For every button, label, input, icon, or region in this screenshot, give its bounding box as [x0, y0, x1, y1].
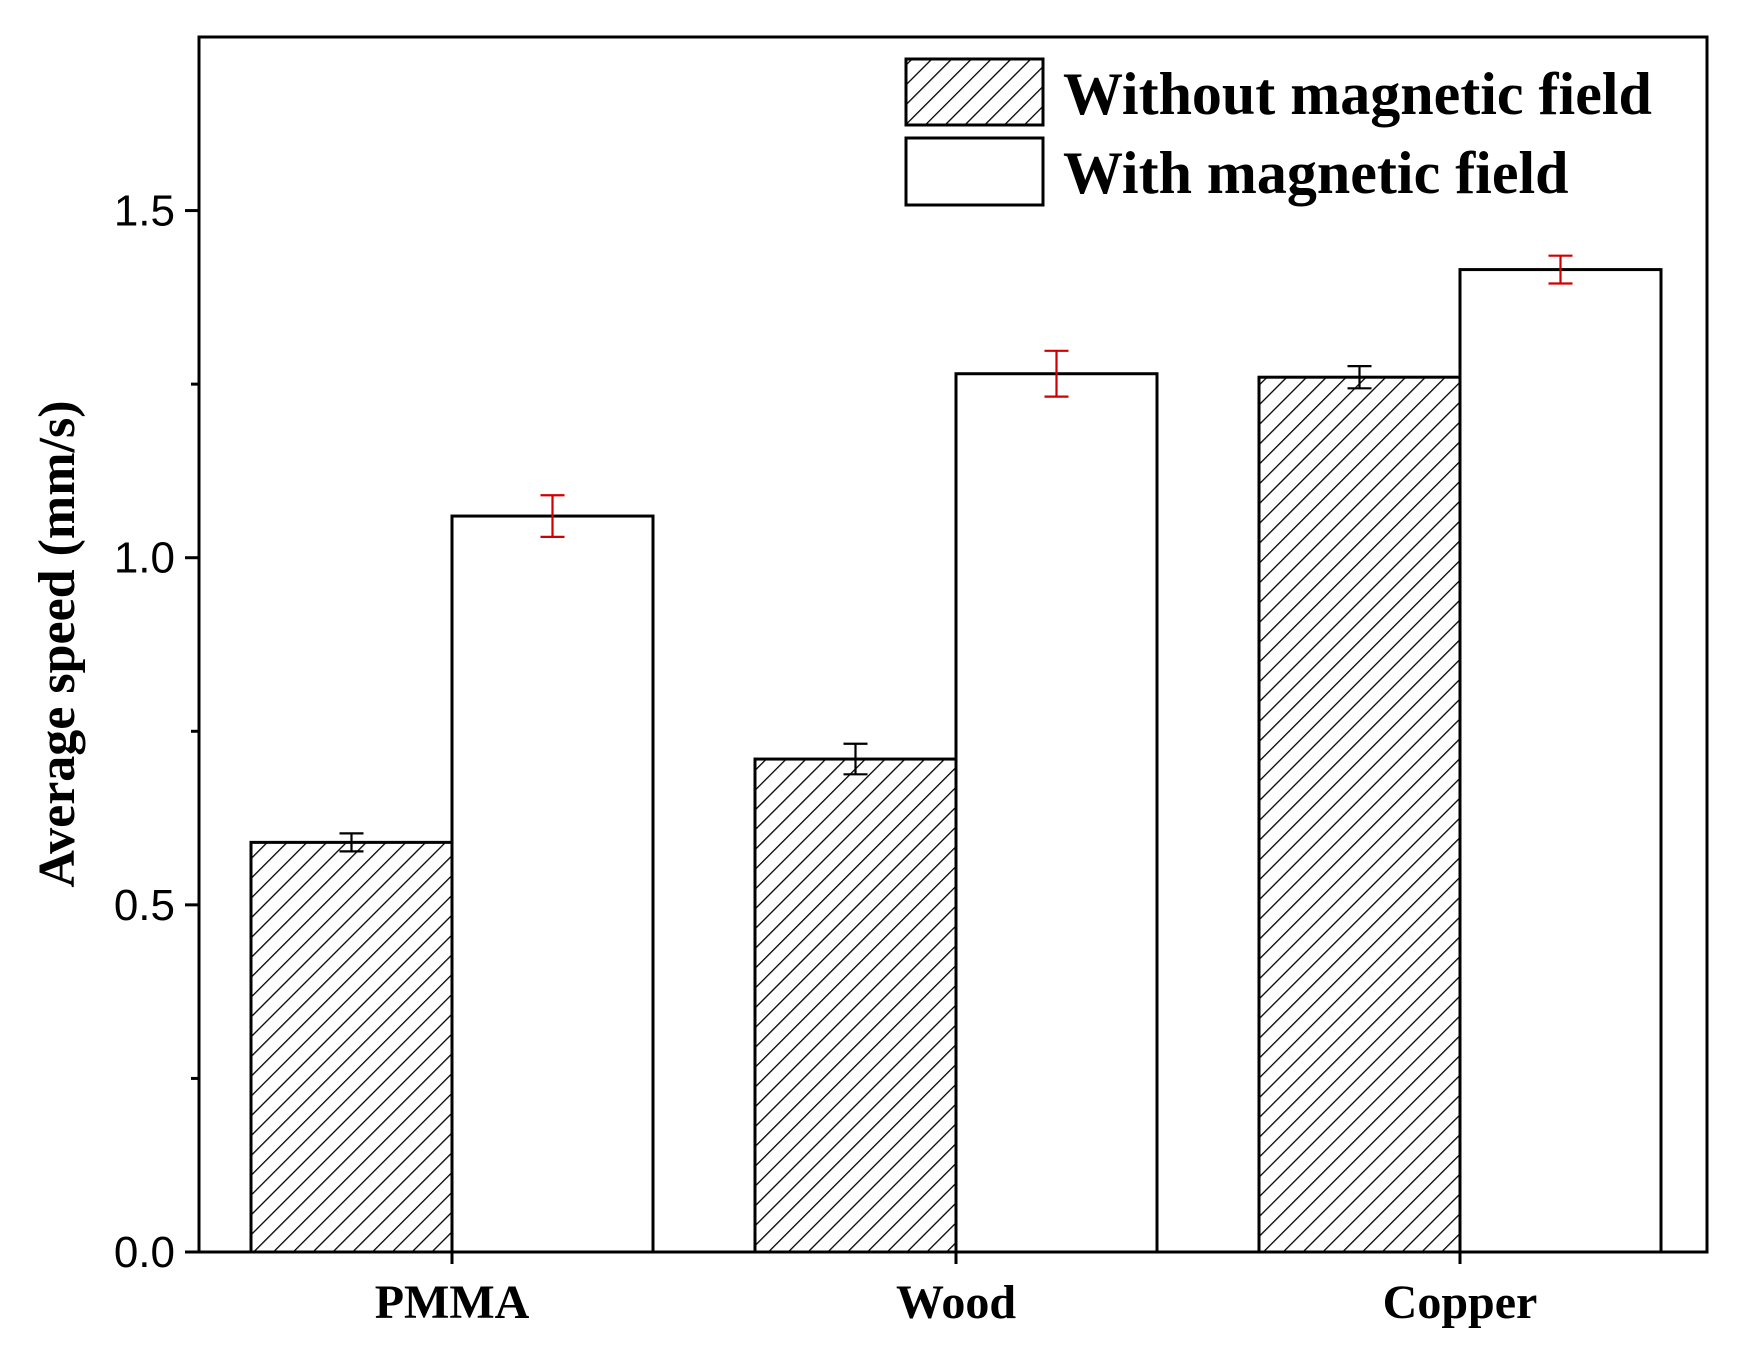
- x-tick-label-pmma: PMMA: [375, 1276, 530, 1329]
- error-bar-wood-with-field: [1044, 349, 1069, 398]
- bar-wood-without-field: [753, 757, 958, 1254]
- bars-layer: [249, 254, 1663, 1254]
- x-tick-label-wood: Wood: [896, 1276, 1016, 1329]
- x-tick-label-copper: Copper: [1383, 1276, 1538, 1329]
- bar-pmma-with-field: [450, 514, 655, 1254]
- bar-copper-with-field: [1458, 268, 1663, 1254]
- y-tick-label: 0.0: [114, 1228, 175, 1277]
- axis-layer: PMMA Wood Copper 0.0 0.5 1.0 1.5: [114, 187, 1538, 1329]
- y-tick-label: 1.5: [114, 187, 175, 236]
- y-tick-label: 1.0: [114, 534, 175, 583]
- bar-wood-with-field: [954, 372, 1159, 1254]
- error-bar-copper-without-field: [1347, 364, 1372, 390]
- plot-frame: [197, 35, 1709, 1254]
- error-bar-pmma-with-field: [540, 494, 565, 538]
- legend-swatch-without-field: [904, 57, 1045, 127]
- bar-copper-without-field: [1257, 375, 1462, 1254]
- error-bar-wood-without-field: [843, 742, 868, 776]
- y-axis-title: Average speed (mm/s): [29, 400, 86, 887]
- legend-swatch-with-field: [904, 136, 1045, 207]
- error-bar-copper-with-field: [1548, 254, 1573, 285]
- bar-pmma-without-field: [249, 840, 454, 1254]
- error-bar-pmma-without-field: [339, 832, 364, 853]
- legend-label-without-field: Without magnetic field: [1063, 61, 1652, 127]
- legend: Without magnetic field With magnetic fie…: [904, 57, 1652, 207]
- y-tick-label: 0.5: [114, 881, 175, 930]
- legend-label-with-field: With magnetic field: [1063, 140, 1569, 206]
